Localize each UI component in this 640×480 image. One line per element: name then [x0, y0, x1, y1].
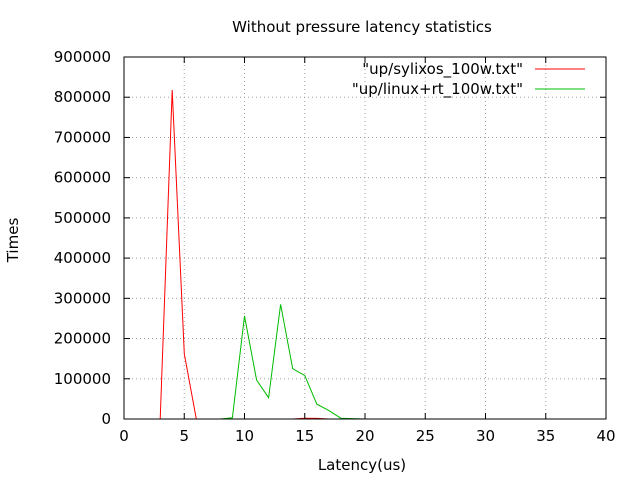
y-tick-label: 100000: [54, 370, 111, 388]
x-tick-label: 10: [235, 427, 254, 445]
y-tick-label: 0: [101, 410, 111, 428]
series-line-2: [220, 304, 582, 420]
x-tick-label: 40: [596, 427, 615, 445]
x-tick-label: 5: [179, 427, 189, 445]
axis-ticks: 0 5 10 15 20 25 30 35 40 0 100000 200000 300000 40000…: [54, 48, 616, 445]
y-tick-label: 700000: [54, 128, 111, 146]
series-layer: [124, 89, 582, 420]
x-tick-label: 20: [355, 427, 374, 445]
chart-title: Without pressure latency statistics: [232, 18, 492, 36]
x-tick-label: 35: [536, 427, 555, 445]
legend-label-2: "up/linux+rt_100w.txt": [352, 80, 523, 99]
legend: "up/sylixos_100w.txt""up/linux+rt_100w.t…: [352, 60, 585, 99]
y-tick-label: 400000: [54, 249, 111, 267]
x-axis-label: Latency(us): [318, 456, 406, 474]
legend-label-1: "up/sylixos_100w.txt": [362, 60, 523, 79]
x-tick-label: 0: [119, 427, 129, 445]
x-tick-label: 30: [476, 427, 495, 445]
x-tick-label: 25: [416, 427, 435, 445]
y-axis-label: Times: [4, 218, 22, 264]
series-line-1: [124, 89, 582, 420]
y-tick-label: 500000: [54, 209, 111, 227]
x-tick-label: 15: [295, 427, 314, 445]
y-tick-label: 900000: [54, 48, 111, 66]
y-tick-label: 800000: [54, 88, 111, 106]
y-tick-label: 300000: [54, 289, 111, 307]
y-tick-label: 600000: [54, 169, 111, 187]
y-tick-label: 200000: [54, 330, 111, 348]
grid-lines: [124, 57, 606, 419]
